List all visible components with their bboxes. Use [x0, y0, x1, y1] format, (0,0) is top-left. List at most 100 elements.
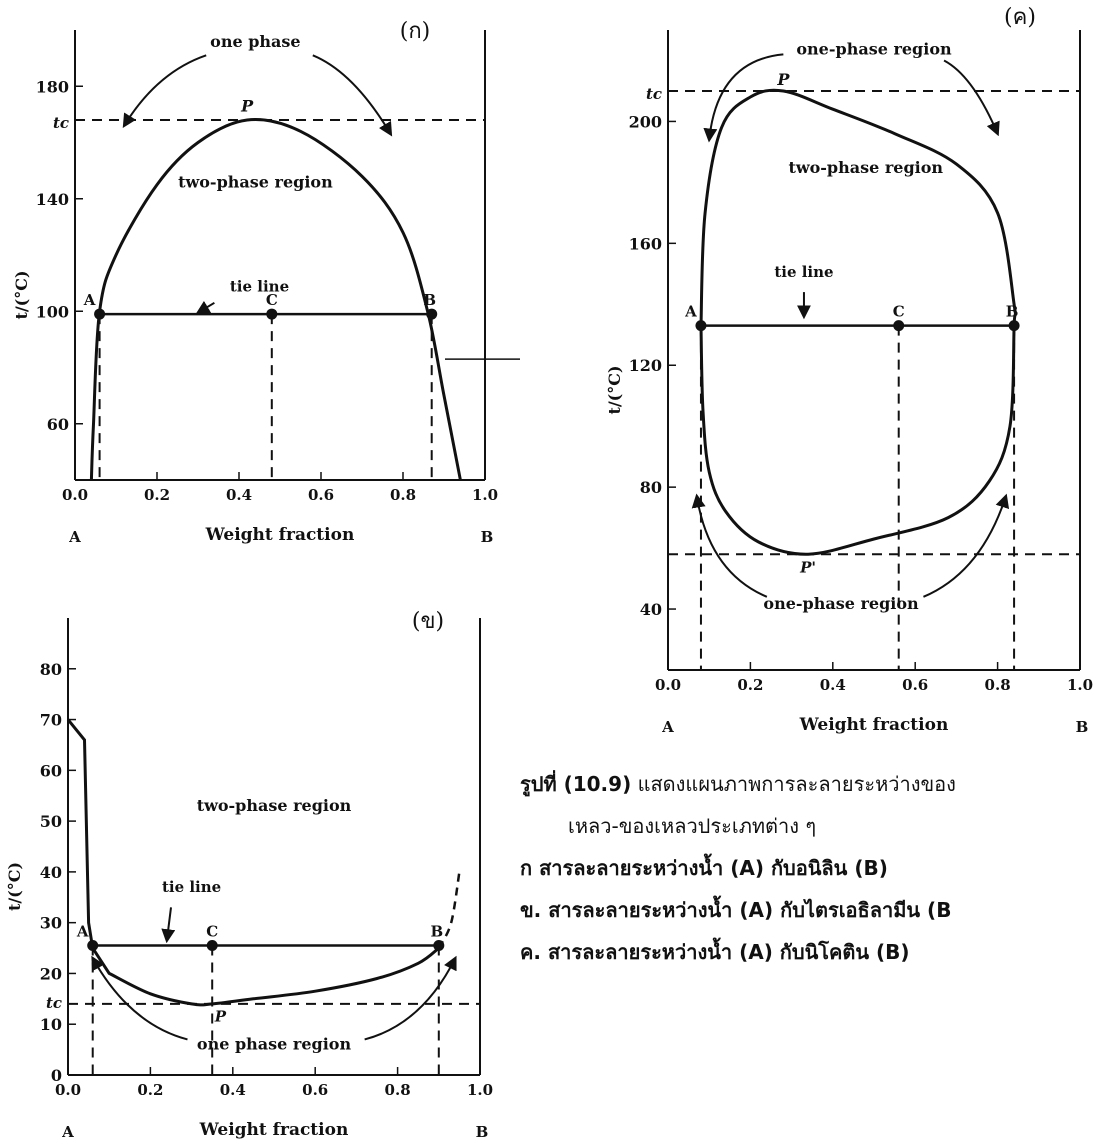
kho-x-end-left: A: [61, 1123, 74, 1141]
kho-panel-label: (ข): [412, 609, 444, 634]
kho_khon-y-tick-label: 200: [629, 112, 662, 131]
kho_khon-peak-label: P: [776, 70, 790, 89]
ka-region-label: two-phase region: [178, 173, 333, 192]
kho_khon-y-axis-label: t/(°C): [605, 365, 624, 414]
ka-x-tick-label: 0.8: [390, 486, 416, 504]
kho_khon-point-label-B: B: [1006, 303, 1019, 321]
ka-panel-label: (ก): [400, 19, 431, 44]
ka-tc-label: tc: [53, 114, 69, 132]
kho-tie-label: tie line: [162, 878, 221, 896]
kho-y-tick-label: 50: [40, 812, 62, 831]
ka-x-tick-label: 0.6: [308, 486, 334, 504]
kho-arrow-left: [91, 955, 188, 1041]
ka-point-label-C: C: [266, 291, 278, 309]
ka-y-tick-label: 180: [36, 77, 69, 96]
kho_khon-point-label-C: C: [893, 303, 905, 321]
kho_khon-arrow-bottom-right: [923, 493, 1010, 598]
ka-y-axis-label: t/(°C): [12, 270, 31, 319]
kho-point-label-A: A: [76, 923, 89, 941]
ka-y-tick-label: 60: [47, 415, 69, 434]
kho-trough-label: P: [214, 1008, 227, 1026]
kho-tc-label: tc: [46, 994, 62, 1012]
kho-x-tick-label: 0.6: [302, 1081, 328, 1099]
kho_khon-one-phase-bottom-label: one-phase region: [763, 594, 919, 613]
kho_khon-panel-label: (ค): [1004, 5, 1036, 30]
ka-x-tick-label: 1.0: [472, 486, 498, 504]
kho-point-C: [206, 940, 218, 952]
kho-y-axis-label: t/(°C): [5, 862, 24, 911]
ka-y-tick-label: 100: [36, 302, 69, 321]
kho_khon-y-tick-label: 120: [629, 356, 662, 375]
kho_khon-trough-label: P': [799, 558, 816, 576]
kho_khon-arrow-top-left: [703, 53, 784, 143]
kho-arrow-right: [364, 955, 457, 1041]
kho_khon-x-tick-label: 0.0: [655, 676, 681, 694]
kho_khon-x-tick-label: 0.2: [737, 676, 763, 694]
ka-point-label-B: B: [423, 291, 436, 309]
kho_khon-x-end-left: A: [661, 718, 674, 736]
caption-item-ka: ก สารละลายระหว่างน้ำ (A) กับอนิลิน (B): [520, 856, 888, 880]
kho_khon-tc-label: tc: [646, 85, 662, 103]
ka-one-phase-label: one phase: [210, 32, 300, 51]
kho-y-tick-label: 60: [40, 761, 62, 780]
kho-tie-arrow: [161, 907, 176, 944]
ka-y-tick-label: 140: [36, 190, 69, 209]
ka-point-B: [426, 308, 438, 320]
kho_khon-x-tick-label: 0.4: [820, 676, 846, 694]
kho-point-label-B: B: [430, 923, 443, 941]
kho-y-tick-label: 80: [40, 660, 62, 679]
ka-arrow-right: [312, 54, 393, 137]
kho_khon-tie-label: tie line: [774, 263, 833, 281]
kho-y-tick-label: 0: [51, 1066, 62, 1085]
kho_khon-point-C: [893, 320, 905, 332]
ka-x-tick-label: 0.0: [62, 486, 88, 504]
kho_khon-arrow-bottom-left: [691, 493, 768, 598]
kho-region-label: two-phase region: [197, 796, 352, 815]
ka-tie-label: tie line: [230, 278, 289, 296]
kho_khon-x-tick-label: 0.6: [902, 676, 928, 694]
ka-x-end-left: A: [68, 528, 81, 546]
kho_khon-point-B: [1008, 320, 1020, 332]
kho_khon-y-tick-label: 40: [640, 600, 662, 619]
kho-point-B: [433, 940, 445, 952]
kho-coexistence-curve: [66, 718, 440, 1007]
kho_khon-x-tick-label: 1.0: [1067, 676, 1093, 694]
ka-x-tick-label: 0.2: [144, 486, 170, 504]
kho-y-tick-label: 40: [40, 863, 62, 882]
kho-y-tick-label: 20: [40, 964, 62, 983]
kho_khon-x-end-right: B: [1076, 718, 1089, 736]
caption-item-kho: ข. สารละลายระหว่างน้ำ (A) กับไตรเอธิลามี…: [520, 898, 952, 922]
kho_khon-x-axis-label: Weight fraction: [799, 715, 949, 735]
ka-x-axis-label: Weight fraction: [205, 525, 355, 545]
kho-x-tick-label: 1.0: [467, 1081, 493, 1099]
ka-point-C: [266, 308, 278, 320]
kho_khon-x-tick-label: 0.8: [985, 676, 1011, 694]
kho_khon-point-A: [695, 320, 707, 332]
caption-title-cont: เหลว-ของเหลวประเภทต่าง ๆ: [568, 814, 817, 838]
ka-x-end-right: B: [481, 528, 494, 546]
kho_khon-arrow-top-right: [943, 59, 1000, 137]
kho-x-tick-label: 0.2: [137, 1081, 163, 1099]
ka-x-tick-label: 0.4: [226, 486, 252, 504]
kho-x-tick-label: 0.0: [55, 1081, 81, 1099]
figure-caption: รูปที่ (10.9) แสดงแผนภาพการละลายระหว่างข…: [520, 768, 1100, 978]
caption-title: รูปที่ (10.9) แสดงแผนภาพการละลายระหว่างข…: [520, 768, 1100, 800]
kho-one-phase-label: one phase region: [197, 1035, 352, 1054]
kho-x-tick-label: 0.4: [220, 1081, 246, 1099]
kho-x-end-right: B: [476, 1123, 489, 1141]
ka-point-label-A: A: [83, 291, 96, 309]
ka-point-A: [94, 308, 106, 320]
kho-point-A: [87, 940, 99, 952]
kho_khon-region-label: two-phase region: [788, 158, 943, 177]
kho_khon-point-label-A: A: [684, 303, 697, 321]
ka-arrow-left: [122, 54, 207, 129]
kho_khon-one-phase-top-label: one-phase region: [796, 39, 952, 58]
kho-point-label-C: C: [206, 923, 218, 941]
caption-title-bold: รูปที่ (10.9): [520, 772, 632, 796]
ka-tie-arrow: [195, 300, 215, 315]
caption-item-kho-khon: ค. สารละลายระหว่างน้ำ (A) กับนิโคติน (B): [520, 940, 910, 964]
kho_khon-y-tick-label: 160: [629, 234, 662, 253]
kho-x-tick-label: 0.8: [385, 1081, 411, 1099]
